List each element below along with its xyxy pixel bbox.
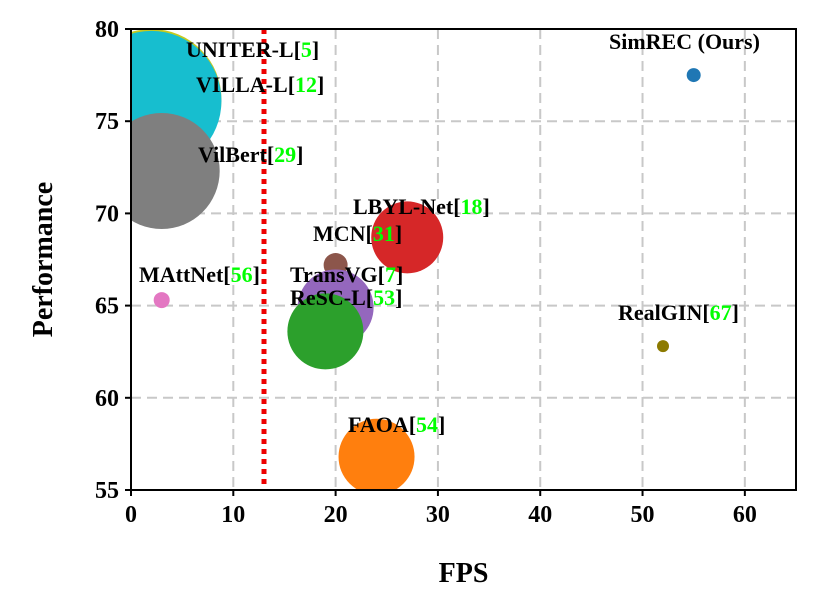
label-vilbert: VilBert[29] (198, 142, 303, 167)
plot-frame (130, 28, 797, 491)
point-mattnet (153, 292, 170, 309)
label-realgin: RealGIN[67] (618, 300, 739, 325)
x-tick-label: 50 (631, 502, 655, 528)
ref-bracket: ] (395, 285, 402, 310)
ref-bracket: ] (312, 37, 319, 62)
label-name: VilBert (198, 142, 267, 167)
ref-number: 7 (385, 262, 396, 287)
x-tick-label: 30 (426, 502, 450, 528)
ref-bracket: ] (483, 194, 490, 219)
y-tick-label: 75 (95, 109, 119, 135)
y-tick-label: 65 (95, 294, 119, 320)
y-tick-label: 70 (95, 201, 119, 227)
ref-number: 67 (710, 300, 732, 325)
label-mcn: MCN[31] (313, 221, 402, 246)
label-faoa: FAOA[54] (348, 412, 445, 437)
label-name: FAOA (348, 412, 409, 437)
point-simrec-ours (686, 68, 701, 83)
y-axis-label: Performance (28, 182, 59, 337)
point-realgin (657, 340, 669, 353)
x-tick-label: 20 (324, 502, 348, 528)
label-name: SimREC (Ours) (609, 29, 760, 54)
point-labels: UNITER-L[5]VILLA-L[12]VilBert[29]LBYL-Ne… (139, 29, 760, 437)
label-name: TransVG (290, 262, 378, 287)
ref-number: 56 (231, 262, 253, 287)
x-tick-label: 40 (528, 502, 552, 528)
ref-bracket: ] (296, 142, 303, 167)
label-name: MAttNet (139, 262, 224, 287)
label-simrec-ours: SimREC (Ours) (609, 29, 760, 54)
ref-bracket: ] (253, 262, 260, 287)
x-axis-label: FPS (439, 558, 489, 589)
ref-bracket: [ (267, 142, 274, 167)
ref-bracket: ] (732, 300, 739, 325)
ref-number: 31 (373, 221, 395, 246)
ref-number: 5 (301, 37, 312, 62)
ref-bracket: [ (453, 194, 460, 219)
ref-bracket: [ (288, 72, 295, 97)
y-tick-label: 55 (95, 478, 119, 504)
label-name: MCN (313, 221, 366, 246)
label-resc-l: ReSC-L[53] (290, 285, 402, 310)
y-tick-label: 80 (95, 17, 119, 43)
label-uniter-l: UNITER-L[5] (186, 37, 319, 62)
point-vilbert (131, 113, 220, 229)
ref-bracket: ] (438, 412, 445, 437)
label-villa-l: VILLA-L[12] (196, 72, 324, 97)
ref-bracket: [ (409, 412, 416, 437)
ref-number: 12 (295, 72, 317, 97)
label-name: ReSC-L (290, 285, 366, 310)
point-faoa (338, 418, 415, 490)
ref-bracket: ] (396, 262, 403, 287)
label-name: VILLA-L (196, 72, 288, 97)
point-resc-l (287, 293, 364, 370)
ref-bracket: [ (294, 37, 301, 62)
label-name: RealGIN (618, 300, 702, 325)
data-points (131, 29, 701, 490)
grid-lines (130, 28, 796, 491)
point-lbyl-net (371, 201, 444, 274)
x-tick-label: 0 (125, 502, 137, 528)
ref-number: 53 (373, 285, 395, 310)
x-tick-label: 10 (221, 502, 245, 528)
ref-number: 54 (416, 412, 438, 437)
ref-bracket: [ (366, 285, 373, 310)
ref-bracket: ] (395, 221, 402, 246)
x-tick-label: 60 (733, 502, 757, 528)
label-lbyl-net: LBYL-Net[18] (353, 194, 490, 219)
ref-number: 29 (274, 142, 296, 167)
label-name: LBYL-Net (353, 194, 454, 219)
ref-bracket: [ (223, 262, 230, 287)
ref-bracket: [ (366, 221, 373, 246)
ref-bracket: ] (317, 72, 324, 97)
y-tick-label: 60 (95, 386, 119, 412)
label-mattnet: MAttNet[56] (139, 262, 260, 287)
ref-number: 18 (461, 194, 483, 219)
ref-bracket: [ (702, 300, 709, 325)
label-transvg: TransVG[7] (290, 262, 403, 287)
ref-bracket: [ (378, 262, 385, 287)
label-name: UNITER-L (186, 37, 294, 62)
